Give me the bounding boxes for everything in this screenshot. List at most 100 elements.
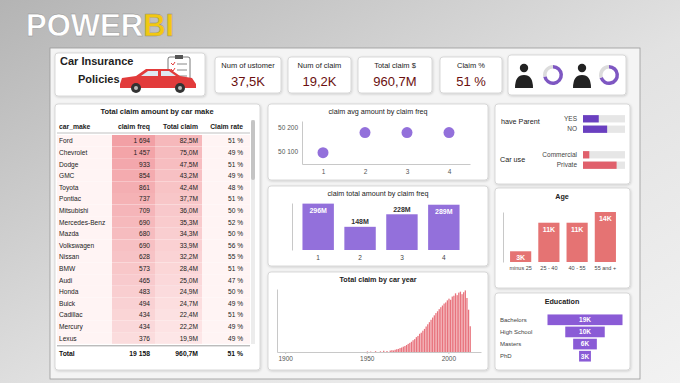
background (0, 0, 680, 383)
tick-label: Private (557, 161, 578, 168)
table-cell: 25,0M (180, 277, 198, 284)
donut (599, 65, 619, 85)
bar (445, 302, 446, 352)
cell-bg (155, 309, 202, 321)
donut-slice (543, 65, 553, 77)
clipboard-clip (175, 55, 183, 59)
table-cell: 19,9M (180, 335, 198, 342)
bar (411, 342, 412, 352)
row-bg (57, 216, 250, 228)
cell-bg (155, 286, 202, 298)
banner: POWERBI (26, 8, 174, 43)
table-cell: 494 (139, 300, 150, 307)
row-bg (57, 321, 250, 333)
table-cell: 43,2M (180, 172, 198, 179)
cell-bg (155, 147, 202, 159)
table-cell: 50 % (228, 207, 243, 214)
car-body (120, 69, 196, 88)
cell-bg (155, 321, 202, 333)
plot-area (583, 115, 607, 133)
bar (417, 336, 418, 352)
tick: 50 200 (278, 124, 302, 131)
column-header: car_make (59, 123, 91, 130)
table-cell: Dodge (59, 161, 79, 169)
bar (367, 351, 368, 352)
row-bg (57, 263, 250, 275)
table-cell: 24,7M (180, 300, 198, 307)
person-icon (515, 64, 533, 88)
chart-title: claim avg amount by claim freq (328, 107, 427, 116)
tick-label: High School (500, 329, 532, 335)
table-cell: 51 % (228, 195, 243, 202)
row-bg (57, 205, 250, 217)
cell-bg (155, 181, 202, 193)
bar (426, 327, 427, 352)
table-cell: 49 % (228, 172, 243, 179)
row-bg (57, 228, 250, 240)
table-cell: Honda (59, 288, 79, 295)
table-cell: 28,4M (180, 265, 198, 272)
row-bg (57, 309, 250, 321)
bar (391, 350, 392, 352)
car-window (141, 71, 158, 76)
bar (406, 345, 407, 352)
table-cell: Toyota (59, 184, 79, 192)
point (444, 127, 455, 138)
point (318, 147, 329, 158)
bar (453, 296, 454, 352)
data-label: 3K (516, 254, 525, 261)
column-header: Claim rate (210, 123, 243, 130)
table-cell: Ford (59, 137, 73, 144)
row-bg (57, 332, 250, 344)
bar (448, 299, 449, 352)
table-total: 960,7M (175, 350, 198, 358)
bar (403, 347, 404, 352)
track (583, 162, 625, 169)
bar (386, 351, 387, 352)
kpi-card (288, 57, 351, 93)
table-cell: Mercedes-Benz (59, 219, 105, 226)
bar (567, 223, 588, 262)
data-labels: 3K11K11K14K (516, 215, 612, 261)
data-label: 289M (435, 208, 453, 215)
dashboard-panel (50, 48, 640, 379)
tick-label: minus 25 (509, 265, 531, 271)
row-bg (57, 286, 250, 298)
cell-bg (155, 228, 202, 240)
x-axis: 1234 (316, 254, 446, 261)
funnel-bar (565, 327, 604, 338)
table-cell: Buick (59, 300, 76, 307)
table-cell: Volkswagen (59, 242, 95, 250)
axis-line (277, 290, 278, 353)
table-cell: 483 (139, 288, 150, 295)
data-label: 11K (543, 226, 555, 233)
chart-title: Total claim by car year (340, 275, 417, 284)
cell-bg (112, 297, 155, 309)
x-axis: minus 2525 - 4040 - 5555 and + (509, 265, 616, 271)
tracks (583, 115, 625, 133)
chart-title: have Parent (501, 117, 540, 126)
bar (414, 339, 415, 352)
chart-card (495, 188, 630, 288)
bar (393, 350, 394, 352)
tick-label: 2 (358, 254, 362, 261)
tick-label: Masters (500, 341, 521, 347)
tick: 50 100 (278, 148, 302, 155)
axis-line (302, 122, 303, 165)
bar (447, 300, 448, 352)
table-cell: Mercury (59, 323, 84, 331)
bar (450, 300, 451, 352)
bar (434, 315, 435, 352)
tick: 1 (322, 164, 326, 175)
car-hub (134, 86, 138, 90)
bar (395, 350, 396, 352)
cell-bg (155, 170, 202, 182)
table-cell: 56 % (228, 242, 243, 249)
bar (375, 351, 376, 352)
chart-card (268, 272, 488, 370)
data-label: 3K (581, 353, 590, 360)
x-axis: 190019502000 (278, 352, 482, 362)
plot-area (510, 212, 616, 262)
table-cell: 47 % (228, 277, 243, 284)
bar (430, 320, 431, 352)
